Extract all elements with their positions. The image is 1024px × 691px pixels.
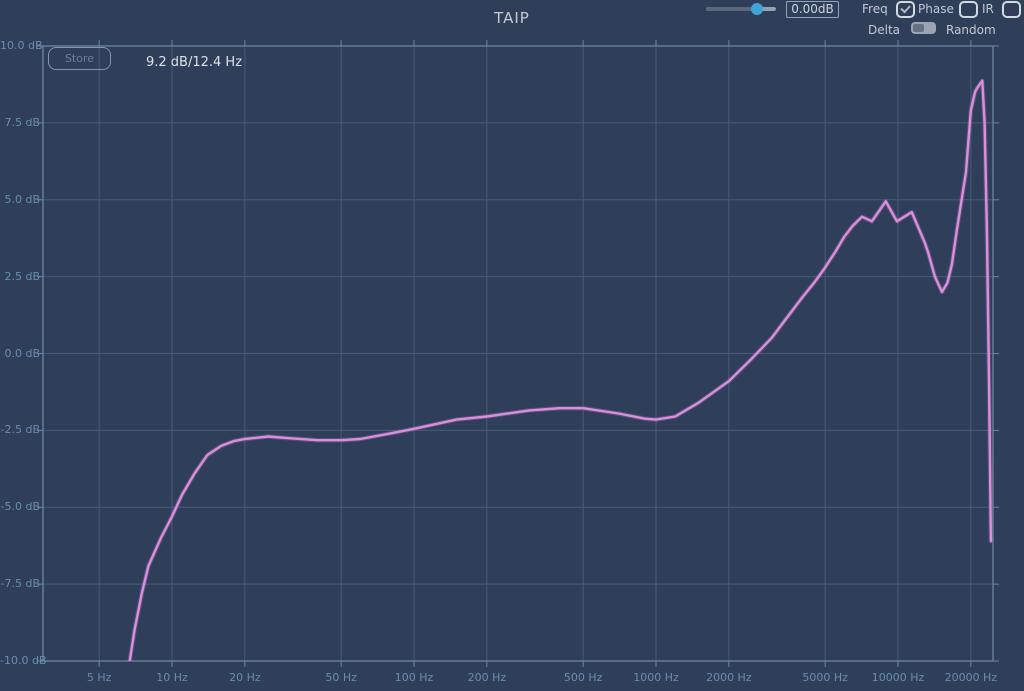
freq-label: Freq [862, 2, 888, 16]
phase-checkbox[interactable] [959, 1, 978, 18]
y-axis-label: -5.0 dB [0, 500, 41, 514]
x-axis-label: 1000 Hz [633, 671, 679, 684]
slider-knob[interactable] [751, 3, 764, 15]
response-curve [127, 78, 993, 661]
delta-label: Delta [868, 23, 901, 37]
y-axis-label: -7.5 dB [0, 577, 41, 591]
x-axis-label: 20 Hz [229, 671, 261, 684]
freq-checkbox[interactable] [896, 1, 915, 18]
x-axis-label: 500 Hz [563, 671, 603, 684]
gain-value-field[interactable]: 0.00dB [786, 1, 839, 18]
x-axis-label: 50 Hz [325, 671, 357, 684]
slider-track-fill [706, 7, 758, 11]
y-axis-label: -10.0 dB [0, 654, 47, 667]
x-axis-label: 200 Hz [467, 671, 507, 684]
x-axis-label: 10 Hz [156, 671, 188, 684]
ir-checkbox[interactable] [1002, 1, 1021, 18]
store-button[interactable]: Store [48, 47, 111, 70]
x-axis-label: 2000 Hz [706, 671, 752, 684]
y-axis-label: 2.5 dB [4, 269, 40, 283]
y-axis-label: -2.5 dB [0, 423, 41, 437]
ir-label: IR [982, 2, 994, 16]
gain-slider[interactable] [706, 2, 776, 15]
delta-random-toggle[interactable] [911, 22, 936, 34]
x-axis-label: 5000 Hz [802, 671, 848, 684]
random-label: Random [946, 23, 996, 37]
toggle-knob [913, 24, 924, 32]
x-axis-label: 10000 Hz [871, 671, 925, 684]
y-axis-label: 10.0 dB [0, 39, 43, 52]
cursor-readout: 9.2 dB/12.4 Hz [146, 55, 243, 70]
phase-label: Phase [918, 2, 954, 16]
response-curve [128, 79, 993, 661]
x-axis-label: 100 Hz [394, 671, 434, 684]
y-axis-label: 0.0 dB [4, 346, 40, 360]
y-axis-label: 5.0 dB [4, 192, 40, 206]
y-axis-label: 7.5 dB [4, 115, 40, 129]
x-axis-label: 20000 Hz [944, 671, 998, 684]
page-title: TAIP [494, 9, 530, 27]
plot-frame [42, 45, 994, 662]
x-axis-label: 5 Hz [86, 671, 112, 684]
